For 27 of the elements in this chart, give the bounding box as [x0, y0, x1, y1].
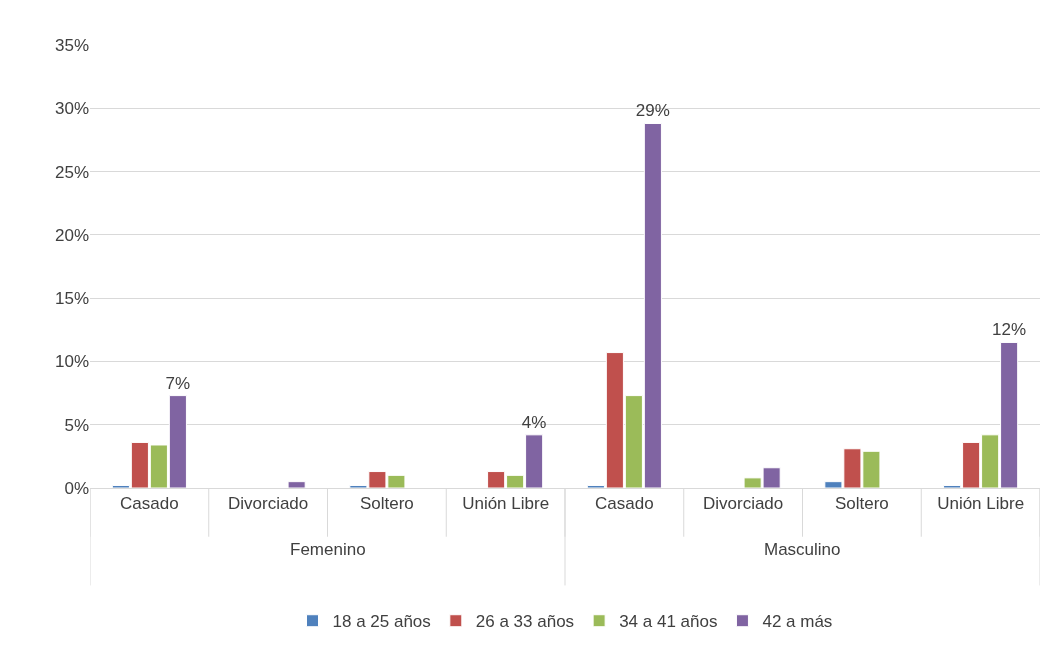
legend-label: 26 a 33 años: [475, 612, 575, 632]
x-tick-label: Casado: [120, 494, 179, 514]
x-tick-label: Unión Libre: [937, 494, 1025, 514]
x-tick-label: Soltero: [359, 494, 414, 514]
data-label: 12%: [992, 320, 1027, 340]
legend-label: 42 a más: [762, 612, 833, 632]
x-tick-label: Divorciado: [702, 494, 784, 514]
y-tick-label: 25%: [54, 162, 89, 182]
data-label: 4%: [521, 412, 547, 432]
y-tick-label: 20%: [54, 225, 89, 245]
x-tick-label: Soltero: [834, 494, 889, 514]
y-tick-label: 0%: [64, 478, 89, 498]
text: Masculino: [764, 540, 841, 559]
text: Femenino: [290, 540, 366, 559]
data-label: 29%: [635, 101, 670, 121]
y-tick-label: 5%: [64, 415, 89, 435]
y-tick-label: 10%: [54, 352, 89, 372]
bar: [287, 481, 306, 488]
y-tick-label: 15%: [54, 289, 89, 309]
x-tick-label: Unión Libre: [462, 494, 550, 514]
y-tick-label: 35%: [54, 35, 89, 55]
x-tick-label: Casado: [595, 494, 654, 514]
x-tick-label: Divorciado: [227, 494, 309, 514]
y-tick-label: 30%: [54, 99, 89, 119]
data-label: 7%: [165, 373, 191, 393]
legend-label: 34 a 41 años: [619, 612, 718, 632]
legend-label: 18 a 25 años: [332, 612, 431, 632]
